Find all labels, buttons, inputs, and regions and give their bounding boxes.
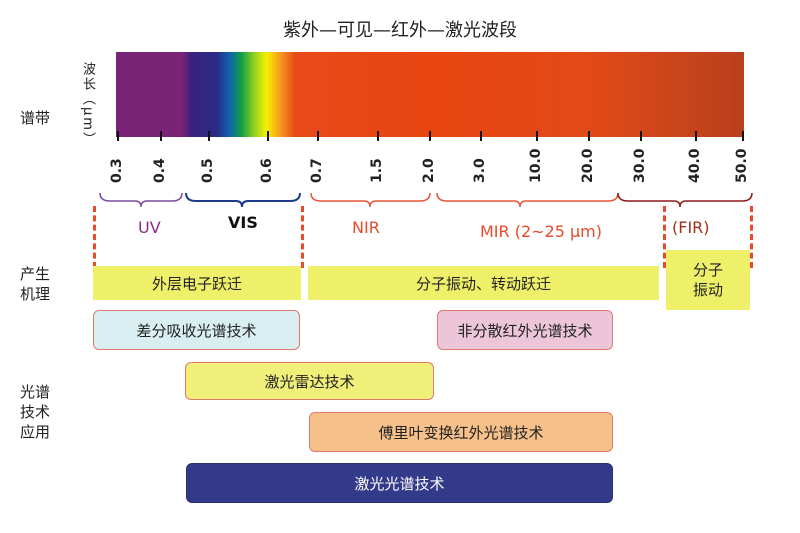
mechanism-vibration-line1: 分子 xyxy=(692,261,723,279)
diagram-title: 紫外—可见—红外—激光波段 xyxy=(283,20,517,41)
mechanism-vib-rot: 分子振动、转动跃迁 xyxy=(308,266,659,300)
band-nir: NIR xyxy=(352,218,380,237)
label-application-line2: 技术 xyxy=(20,403,51,421)
technique-ndir: 非分散红外光谱技术 xyxy=(437,310,613,350)
label-mechanism-line2: 机理 xyxy=(20,285,51,303)
band-vis: VIS xyxy=(228,213,258,232)
brace-vis xyxy=(185,192,301,208)
label-mechanism-line1: 产生 xyxy=(20,265,51,283)
label-application: 光谱 技术 应用 xyxy=(20,382,50,442)
mechanism-electronic: 外层电子跃迁 xyxy=(93,266,301,300)
divider-fir-right xyxy=(750,206,753,268)
spectrum-bar xyxy=(116,52,744,137)
axis-tick xyxy=(208,131,210,141)
divider-mir-fir xyxy=(663,206,666,268)
label-mechanism: 产生 机理 xyxy=(20,264,50,304)
axis-tick xyxy=(429,131,431,141)
mechanism-vibration: 分子 振动 xyxy=(666,250,750,310)
label-application-line3: 应用 xyxy=(20,423,51,441)
band-mir: MIR (2~25 μm) xyxy=(480,222,603,241)
axis-tick xyxy=(640,131,642,141)
axis-tick xyxy=(742,131,744,141)
technique-doas: 差分吸收光谱技术 xyxy=(93,310,300,350)
technique-ftir: 傅里叶变换红外光谱技术 xyxy=(309,412,613,452)
band-fir: (FIR) xyxy=(672,218,710,237)
mechanism-vibration-line2: 振动 xyxy=(692,281,723,299)
wavelength-axis-label: 波长（μm） xyxy=(80,62,95,147)
axis-tick xyxy=(117,131,119,141)
brace-uv xyxy=(99,192,183,208)
label-application-line1: 光谱 xyxy=(20,383,51,401)
axis-tick xyxy=(536,131,538,141)
axis-tick xyxy=(317,131,319,141)
axis-tick xyxy=(695,131,697,141)
brace-mir xyxy=(436,192,619,208)
axis-tick xyxy=(480,131,482,141)
axis-tick xyxy=(377,131,379,141)
axis-tick xyxy=(160,131,162,141)
technique-lidar: 激光雷达技术 xyxy=(185,362,434,400)
brace-nir xyxy=(310,192,431,208)
divider-vis-nir xyxy=(301,206,304,268)
technique-laser: 激光光谱技术 xyxy=(186,463,613,503)
axis-tick xyxy=(267,131,269,141)
axis-tick xyxy=(588,131,590,141)
brace-fir xyxy=(617,192,753,208)
label-spectrum: 谱带 xyxy=(20,109,51,127)
divider-uv-left xyxy=(93,206,96,268)
band-uv: UV xyxy=(138,218,161,237)
